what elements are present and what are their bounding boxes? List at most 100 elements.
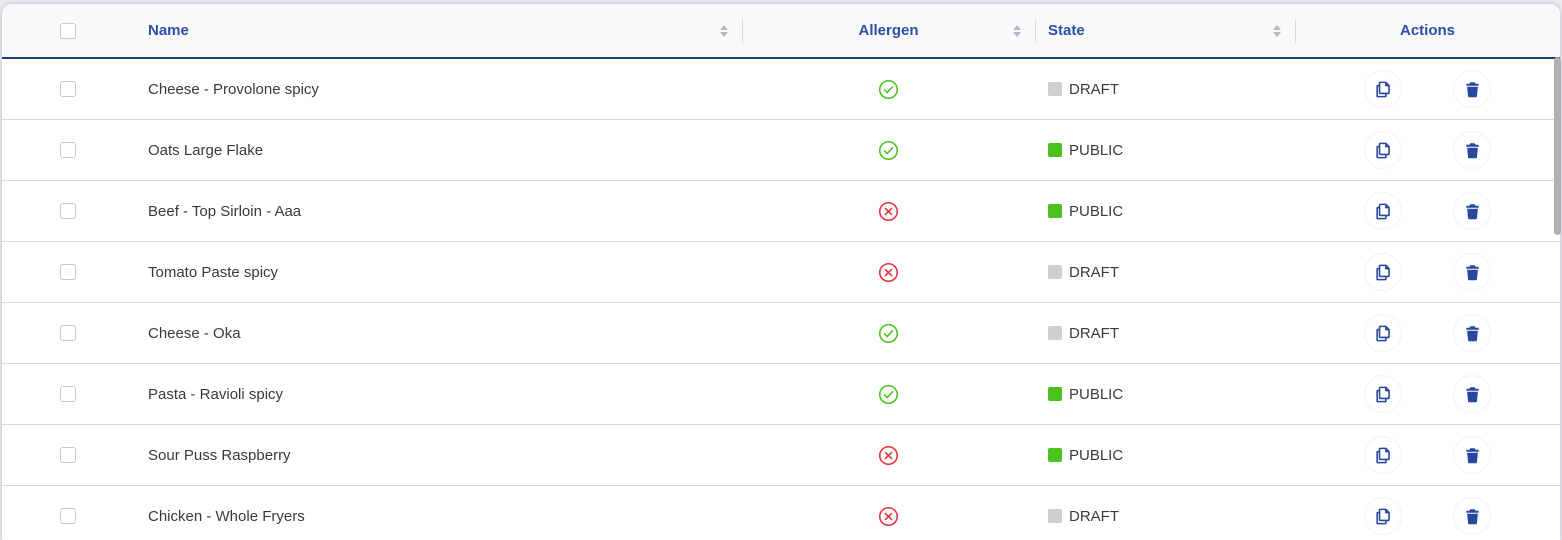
copy-icon: [1375, 508, 1390, 524]
copy-button[interactable]: [1364, 192, 1402, 230]
row-name: Pasta - Ravioli spicy: [148, 385, 284, 403]
delete-button[interactable]: [1453, 253, 1491, 291]
row-checkbox[interactable]: [60, 325, 76, 341]
row-name: Beef - Top Sirloin - Aaa: [148, 202, 302, 220]
state-label: PUBLIC: [1069, 446, 1124, 464]
sort-up-icon: [1273, 24, 1281, 30]
state-square: [1048, 509, 1062, 523]
sort-down-icon: [1013, 31, 1021, 37]
header-allergen: Allergen: [742, 4, 1035, 57]
row-checkbox[interactable]: [60, 447, 76, 463]
trash-icon: [1465, 447, 1479, 463]
row-allergen-cell: [742, 364, 1035, 424]
row-checkbox[interactable]: [60, 264, 76, 280]
state-label: PUBLIC: [1069, 141, 1124, 159]
copy-button[interactable]: [1364, 314, 1402, 352]
row-name: Cheese - Provolone spicy: [148, 80, 319, 98]
state-label: DRAFT: [1069, 507, 1119, 525]
header-name: Name: [148, 4, 742, 57]
row-allergen-cell: [742, 242, 1035, 302]
delete-button[interactable]: [1453, 314, 1491, 352]
copy-button[interactable]: [1364, 70, 1402, 108]
column-divider: [1035, 18, 1036, 43]
delete-button[interactable]: [1453, 436, 1491, 474]
row-checkbox[interactable]: [60, 203, 76, 219]
row-actions-cell: [1295, 425, 1560, 485]
table-row: Sour Puss Raspberry PUBLIC: [2, 425, 1560, 486]
copy-button[interactable]: [1364, 375, 1402, 413]
delete-button[interactable]: [1453, 70, 1491, 108]
state-label: DRAFT: [1069, 80, 1119, 98]
copy-icon: [1375, 325, 1390, 341]
row-actions-cell: [1295, 364, 1560, 424]
copy-icon: [1375, 142, 1390, 158]
circle-check-icon: [878, 384, 899, 404]
row-name-cell: Oats Large Flake: [148, 120, 742, 180]
row-select-cell: [2, 59, 148, 119]
copy-icon: [1375, 264, 1390, 280]
copy-button[interactable]: [1364, 253, 1402, 291]
circle-x-icon: [878, 506, 899, 526]
row-select-cell: [2, 303, 148, 363]
row-name-cell: Pasta - Ravioli spicy: [148, 364, 742, 424]
row-checkbox[interactable]: [60, 81, 76, 97]
column-divider: [742, 18, 743, 43]
row-state-cell: PUBLIC: [1035, 425, 1295, 485]
copy-button[interactable]: [1364, 436, 1402, 474]
state-square: [1048, 204, 1062, 218]
row-name-cell: Beef - Top Sirloin - Aaa: [148, 181, 742, 241]
row-state-cell: DRAFT: [1035, 242, 1295, 302]
delete-button[interactable]: [1453, 375, 1491, 413]
column-divider: [1295, 18, 1296, 43]
copy-icon: [1375, 81, 1390, 97]
circle-x-icon: [878, 262, 899, 282]
table-body: Cheese - Provolone spicy DRAFT: [2, 59, 1560, 540]
row-state-cell: DRAFT: [1035, 486, 1295, 540]
row-actions-cell: [1295, 486, 1560, 540]
row-allergen-cell: [742, 59, 1035, 119]
row-checkbox[interactable]: [60, 386, 76, 402]
vertical-scrollbar-thumb[interactable]: [1554, 57, 1561, 235]
header-select-cell: [2, 4, 148, 57]
table-header: Name Allergen State Actions: [2, 4, 1560, 59]
header-actions: Actions: [1295, 4, 1560, 57]
row-state-cell: PUBLIC: [1035, 181, 1295, 241]
row-name: Sour Puss Raspberry: [148, 446, 291, 464]
copy-button[interactable]: [1364, 131, 1402, 169]
circle-x-icon: [878, 201, 899, 221]
delete-button[interactable]: [1453, 131, 1491, 169]
row-name-cell: Chicken - Whole Fryers: [148, 486, 742, 540]
row-name-cell: Cheese - Provolone spicy: [148, 59, 742, 119]
row-state-cell: PUBLIC: [1035, 120, 1295, 180]
select-all-checkbox[interactable]: [60, 22, 76, 39]
row-select-cell: [2, 425, 148, 485]
row-checkbox[interactable]: [60, 142, 76, 158]
state-label: DRAFT: [1069, 324, 1119, 342]
sort-up-icon: [720, 24, 728, 30]
state-square: [1048, 448, 1062, 462]
sort-arrows-icon[interactable]: [1273, 24, 1281, 37]
row-name-cell: Tomato Paste spicy: [148, 242, 742, 302]
circle-check-icon: [878, 79, 899, 99]
delete-button[interactable]: [1453, 497, 1491, 535]
table-row: Oats Large Flake PUBLIC: [2, 120, 1560, 181]
sort-arrows-icon[interactable]: [720, 24, 728, 37]
row-select-cell: [2, 242, 148, 302]
row-state-cell: DRAFT: [1035, 303, 1295, 363]
column-label-state: State: [1048, 22, 1085, 39]
row-allergen-cell: [742, 120, 1035, 180]
table-row: Cheese - Oka DRAFT: [2, 303, 1560, 364]
row-checkbox[interactable]: [60, 508, 76, 524]
row-state-cell: PUBLIC: [1035, 364, 1295, 424]
column-label-allergen: Allergen: [858, 22, 919, 39]
state-label: PUBLIC: [1069, 385, 1124, 403]
copy-button[interactable]: [1364, 497, 1402, 535]
circle-x-icon: [878, 445, 899, 465]
delete-button[interactable]: [1453, 192, 1491, 230]
sort-arrows-icon[interactable]: [1013, 24, 1021, 37]
row-actions-cell: [1295, 59, 1560, 119]
copy-icon: [1375, 203, 1390, 219]
column-label-actions: Actions: [1399, 22, 1455, 39]
table-row: Chicken - Whole Fryers DRAFT: [2, 486, 1560, 540]
row-name-cell: Sour Puss Raspberry: [148, 425, 742, 485]
